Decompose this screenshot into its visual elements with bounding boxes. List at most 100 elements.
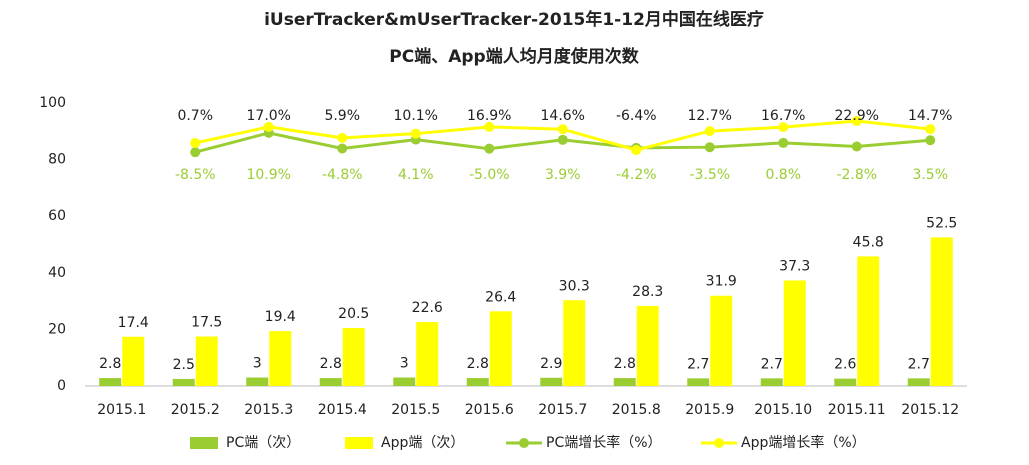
bar-label: 26.4 <box>485 289 516 305</box>
legend-label: App端增长率（%） <box>741 434 866 451</box>
bar-label: 2.8 <box>467 356 489 372</box>
line-label: -5.0% <box>469 167 510 183</box>
bar-label: 19.4 <box>265 309 296 325</box>
bar <box>122 336 145 386</box>
bar <box>342 327 365 386</box>
line-label: 14.7% <box>908 108 952 124</box>
bar <box>319 378 342 386</box>
line-label: -6.4% <box>616 108 657 124</box>
y-tick-label: 100 <box>39 95 66 111</box>
legend-label: PC端增长率（%） <box>546 434 662 451</box>
line-marker <box>851 115 862 126</box>
x-tick-label: 2015.9 <box>685 402 734 418</box>
bar <box>416 322 439 386</box>
legend-swatch <box>190 437 218 449</box>
line-label: -4.8% <box>322 167 363 183</box>
bar-label: 2.8 <box>99 356 121 372</box>
bar-label: 22.6 <box>412 300 443 316</box>
line-label: 0.7% <box>177 108 213 124</box>
bar <box>930 237 953 386</box>
line-label: -3.5% <box>689 167 730 183</box>
bar-label: 17.4 <box>118 315 149 331</box>
bar <box>195 336 218 386</box>
bar-label: 20.5 <box>338 306 369 322</box>
y-tick-label: 40 <box>48 265 66 281</box>
line-marker <box>925 135 936 146</box>
y-tick-label: 0 <box>57 378 66 394</box>
chart-subtitle: PC端、App端人均月度使用次数 <box>389 46 639 67</box>
line-label: 22.9% <box>835 108 879 124</box>
line-label: 5.9% <box>324 108 360 124</box>
bar-label: 17.5 <box>191 314 222 330</box>
bar-label: 2.8 <box>320 356 342 372</box>
x-tick-label: 2015.5 <box>391 402 440 418</box>
line-marker <box>190 147 201 158</box>
y-tick-label: 60 <box>48 208 66 224</box>
x-tick-label: 2015.8 <box>612 402 661 418</box>
line-label: 12.7% <box>688 108 732 124</box>
y-tick-label: 20 <box>48 321 66 337</box>
line-label: 3.9% <box>545 167 581 183</box>
bar-label: 2.7 <box>761 356 783 372</box>
bar <box>489 311 512 386</box>
bar <box>907 378 930 386</box>
bar-label: 52.5 <box>926 215 957 231</box>
line-marker <box>631 145 642 156</box>
bar <box>246 377 269 386</box>
x-tick-label: 2015.3 <box>244 402 293 418</box>
bar-label: 45.8 <box>853 234 884 250</box>
bar-label: 2.5 <box>173 357 195 373</box>
line-marker <box>410 128 421 139</box>
bar <box>783 280 806 386</box>
bar-label: 2.6 <box>834 357 856 373</box>
bar-label: 2.9 <box>540 356 562 372</box>
line-label: -4.2% <box>616 167 657 183</box>
line-label: 16.9% <box>467 108 511 124</box>
bar <box>760 378 783 386</box>
legend-swatch <box>345 437 373 449</box>
bar <box>834 378 857 386</box>
line-marker <box>704 126 715 137</box>
line-marker <box>557 134 568 145</box>
line-label: 16.7% <box>761 108 805 124</box>
line-marker <box>337 143 348 154</box>
y-tick-label: 80 <box>48 152 66 168</box>
legend-marker <box>519 438 529 448</box>
legend-marker <box>714 438 724 448</box>
line-marker <box>778 122 789 133</box>
bar-label: 3 <box>400 356 409 372</box>
bar-label: 2.7 <box>908 356 930 372</box>
x-tick-label: 2015.6 <box>465 402 514 418</box>
line-marker <box>484 143 495 154</box>
line-marker <box>704 142 715 153</box>
bar <box>466 378 489 386</box>
line-marker <box>778 137 789 148</box>
bar-label: 37.3 <box>779 258 810 274</box>
bar-label: 3 <box>253 356 262 372</box>
bar-label: 31.9 <box>706 274 737 290</box>
x-tick-label: 2015.7 <box>538 402 587 418</box>
bar <box>710 295 733 386</box>
x-tick-label: 2015.11 <box>828 402 886 418</box>
bar <box>563 300 586 386</box>
line-label: 10.1% <box>394 108 438 124</box>
line-label: 3.5% <box>912 167 948 183</box>
x-tick-label: 2015.4 <box>318 402 367 418</box>
line-marker <box>851 141 862 152</box>
bar-label: 28.3 <box>632 284 663 300</box>
bar <box>540 377 563 386</box>
line-label: 10.9% <box>247 167 291 183</box>
bar <box>393 377 416 386</box>
line-label: -8.5% <box>175 167 216 183</box>
bar <box>172 378 195 386</box>
bar <box>613 378 636 386</box>
line-marker <box>337 132 348 143</box>
legend-label: App端（次） <box>381 435 464 451</box>
line-marker <box>925 124 936 135</box>
x-tick-label: 2015.12 <box>901 402 959 418</box>
line-label: -2.8% <box>836 167 877 183</box>
bar-label: 30.3 <box>559 278 590 294</box>
line-marker <box>263 121 274 132</box>
line-marker <box>190 138 201 149</box>
